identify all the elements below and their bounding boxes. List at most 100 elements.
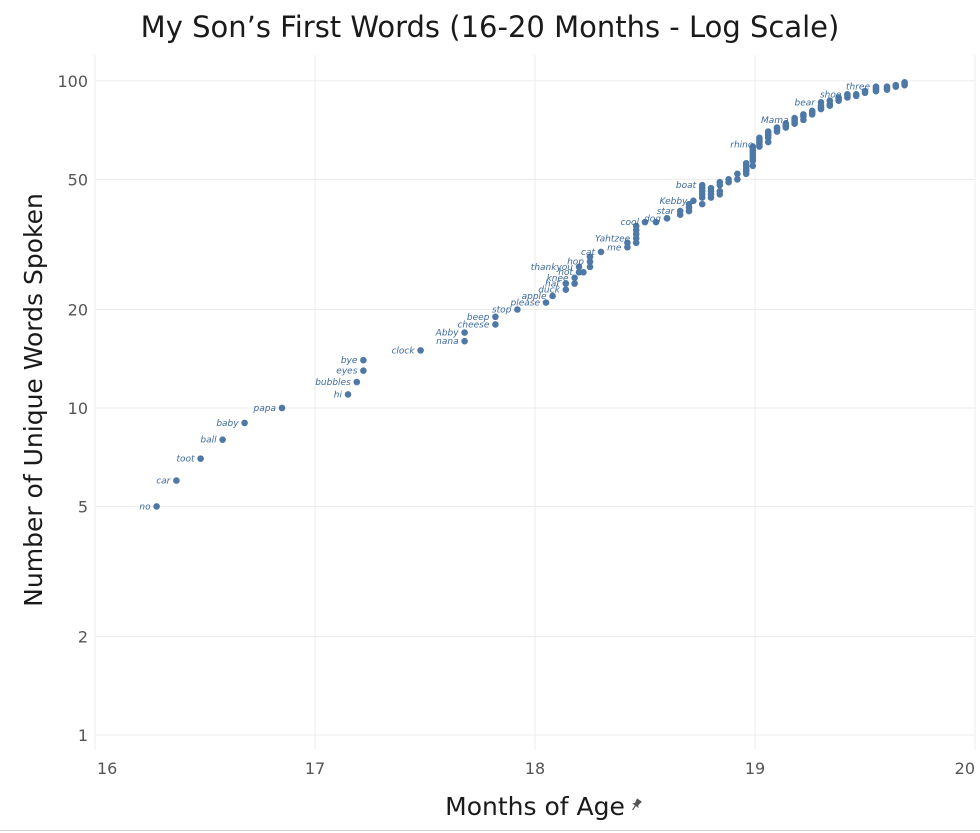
data-point[interactable] (826, 97, 834, 104)
data-point[interactable] (773, 124, 781, 131)
point-label: apple (522, 292, 547, 302)
point-label: toot (177, 455, 196, 465)
data-point[interactable] (725, 176, 732, 183)
data-point[interactable] (173, 477, 180, 484)
data-point[interactable] (562, 286, 570, 293)
point-label: knee (547, 274, 569, 284)
data-point[interactable] (734, 176, 741, 183)
data-point[interactable] (883, 83, 891, 90)
data-point[interactable] (586, 253, 594, 261)
data-point[interactable] (791, 116, 798, 124)
point-label: eyes (336, 367, 357, 377)
data-point[interactable] (749, 162, 757, 170)
x-tick-label: 18 (525, 759, 545, 778)
data-point[interactable] (652, 218, 660, 226)
data-point[interactable] (716, 178, 724, 186)
data-point[interactable] (360, 356, 367, 364)
point-label: papa (253, 404, 276, 414)
data-point[interactable] (698, 181, 706, 189)
data-point[interactable] (676, 207, 684, 215)
data-point[interactable] (514, 306, 521, 313)
x-axis-ticks: 16 17 18 19 20 (97, 759, 975, 778)
point-label: shoe (820, 90, 842, 100)
pin-icon[interactable] (629, 798, 642, 812)
data-point[interactable] (901, 79, 908, 86)
data-point[interactable] (844, 90, 851, 98)
y-tick-label: 20 (68, 301, 88, 320)
point-label: clock (391, 346, 415, 356)
point-label: star (657, 207, 676, 217)
data-point[interactable] (872, 83, 880, 90)
data-point[interactable] (360, 367, 367, 374)
y-tick-label: 50 (68, 170, 88, 189)
data-point[interactable] (742, 159, 750, 167)
point-label: duck (538, 286, 560, 296)
point-label: please (510, 299, 541, 309)
point-label: cool (621, 218, 640, 228)
data-point[interactable] (492, 321, 499, 328)
data-point[interactable] (562, 280, 570, 287)
gridlines (94, 55, 976, 750)
data-point[interactable] (641, 218, 649, 226)
data-point[interactable] (749, 143, 757, 150)
data-point[interactable] (756, 140, 763, 148)
point-label: hot (558, 268, 573, 278)
data-point[interactable] (817, 99, 825, 106)
data-point[interactable] (492, 313, 499, 321)
data-point[interactable] (782, 120, 790, 127)
data-point[interactable] (800, 111, 807, 118)
data-point[interactable] (278, 404, 286, 412)
point-label: no (139, 502, 151, 512)
data-point[interactable] (624, 243, 631, 251)
data-point[interactable] (575, 268, 583, 276)
data-point[interactable] (624, 239, 631, 247)
data-point[interactable] (663, 215, 671, 222)
data-point[interactable] (586, 263, 594, 271)
data-point[interactable] (764, 128, 772, 135)
y-tick-label: 100 (57, 72, 88, 91)
x-tick-label: 19 (745, 759, 765, 778)
data-point[interactable] (632, 235, 640, 242)
data-point[interactable] (575, 263, 583, 271)
point-label: dog (644, 214, 661, 224)
data-point[interactable] (461, 337, 468, 345)
data-point[interactable] (241, 419, 248, 427)
point-label: baby (216, 419, 239, 429)
data-point[interactable] (197, 455, 204, 462)
point-label: Mama (761, 116, 789, 126)
data-point[interactable] (571, 280, 578, 287)
point-label: hat (545, 280, 560, 290)
x-axis-title: Months of Age (445, 792, 625, 821)
point-label: bye (341, 356, 358, 366)
data-point[interactable] (632, 222, 640, 230)
data-point[interactable] (892, 81, 900, 89)
data-point[interactable] (571, 274, 578, 282)
data-point[interactable] (716, 187, 724, 195)
data-point[interactable] (707, 184, 715, 192)
data-point[interactable] (586, 258, 594, 266)
data-point[interactable] (542, 299, 550, 306)
data-point[interactable] (852, 90, 860, 98)
data-point[interactable] (698, 200, 706, 208)
data-point[interactable] (353, 378, 361, 386)
data-point[interactable] (597, 248, 605, 256)
data-point[interactable] (153, 503, 160, 510)
data-point[interactable] (219, 436, 226, 443)
data-point[interactable] (835, 94, 842, 101)
data-point[interactable] (808, 107, 816, 115)
point-label: bubbles (315, 378, 351, 388)
data-point[interactable] (861, 87, 869, 95)
point-label: stop (492, 306, 512, 316)
data-point[interactable] (461, 329, 468, 336)
point-label: me (607, 243, 622, 253)
data-point[interactable] (549, 292, 556, 300)
data-point[interactable] (756, 134, 763, 142)
data-point[interactable] (417, 347, 424, 354)
data-point[interactable] (690, 197, 697, 205)
data-point[interactable] (734, 170, 741, 178)
x-tick-label: 16 (97, 759, 117, 778)
point-label: rhino (730, 140, 754, 150)
point-label: beep (467, 313, 490, 323)
data-point[interactable] (344, 391, 352, 398)
